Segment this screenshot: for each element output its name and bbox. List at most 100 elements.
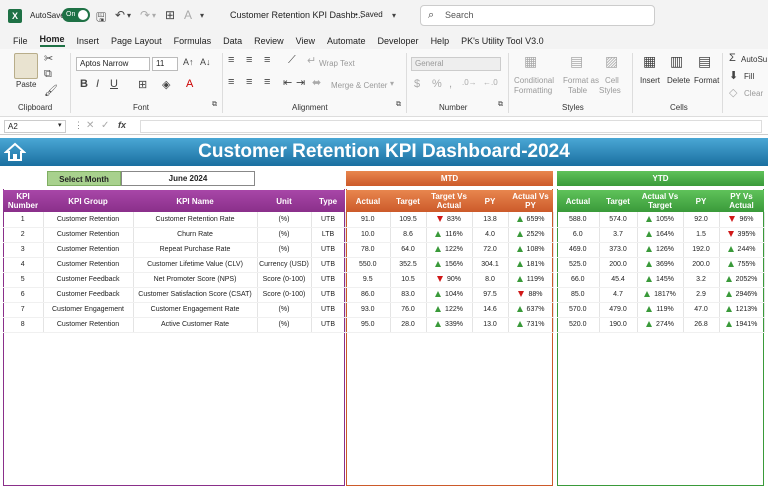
ytd-py-vs-actual-cell[interactable]: 244% [719, 242, 765, 258]
ytd-py-cell[interactable]: 26.8 [683, 317, 720, 333]
unit-cell[interactable]: (%) [257, 302, 312, 318]
mtd-py-cell[interactable]: 13.0 [472, 317, 509, 333]
kpi-name-cell[interactable]: Customer Lifetime Value (CLV) [133, 257, 258, 273]
mtd-target-cell[interactable]: 10.5 [390, 272, 427, 288]
mtd-actual-vs-py-cell[interactable]: 637% [508, 302, 554, 318]
cancel-icon[interactable]: ✕ [86, 120, 95, 131]
conditional-formatting-button[interactable]: Conditional [514, 76, 555, 85]
percent-format-icon[interactable]: % [432, 78, 442, 90]
tab-help[interactable]: Help [430, 35, 450, 46]
kpi-name-cell[interactable]: Customer Satisfaction Score (CSAT) [133, 287, 258, 303]
kpi-name-cell[interactable]: Net Promoter Score (NPS) [133, 272, 258, 288]
ytd-target-cell[interactable]: 373.0 [599, 242, 638, 258]
ytd-py-vs-actual-cell[interactable]: 2946% [719, 287, 765, 303]
ytd-actual-cell[interactable]: 66.0 [557, 272, 600, 288]
tab-insert[interactable]: Insert [76, 35, 100, 46]
number-dialog-launcher-icon[interactable]: ⧉ [498, 101, 503, 108]
increase-font-icon[interactable]: A↑ [183, 57, 194, 67]
cell-styles-button-line2[interactable]: Styles [599, 86, 621, 95]
kpi-group-cell[interactable]: Customer Retention [43, 257, 134, 273]
tab-formulas[interactable]: Formulas [173, 35, 212, 46]
font-dialog-launcher-icon[interactable]: ⧉ [212, 101, 217, 108]
delete-cells-button[interactable]: Delete [667, 76, 691, 85]
mtd-actual-vs-py-cell[interactable]: 181% [508, 257, 554, 273]
copy-icon[interactable]: ⧉ [44, 68, 52, 80]
unit-cell[interactable]: (%) [257, 227, 312, 243]
undo-dropdown-icon[interactable]: ▾ [127, 11, 132, 20]
ytd-actual-vs-target-cell[interactable]: 145% [637, 272, 684, 288]
insert-function-icon[interactable]: fx [118, 120, 127, 130]
ytd-py-cell[interactable]: 1.5 [683, 227, 720, 243]
increase-indent-icon[interactable]: ⇥ [296, 77, 306, 89]
kpi-name-cell[interactable]: Repeat Purchase Rate [133, 242, 258, 258]
ytd-actual-vs-target-cell[interactable]: 274% [637, 317, 684, 333]
unit-cell[interactable]: Score (0-100) [257, 287, 312, 303]
mtd-actual-cell[interactable]: 93.0 [346, 302, 391, 318]
mtd-target-vs-actual-cell[interactable]: 339% [426, 317, 473, 333]
align-top-icon[interactable]: ≡ [228, 54, 235, 66]
mtd-py-cell[interactable]: 8.0 [472, 272, 509, 288]
ytd-target-cell[interactable]: 574.0 [599, 212, 638, 228]
ytd-py-vs-actual-cell[interactable]: 2052% [719, 272, 765, 288]
mtd-actual-cell[interactable]: 78.0 [346, 242, 391, 258]
ytd-actual-vs-target-cell[interactable]: 369% [637, 257, 684, 273]
decrease-font-icon[interactable]: A↓ [200, 57, 211, 67]
merge-dropdown-icon[interactable]: ▾ [390, 79, 395, 88]
mtd-target-vs-actual-cell[interactable]: 156% [426, 257, 473, 273]
paste-icon[interactable] [14, 53, 38, 79]
bold-icon[interactable]: B [80, 78, 88, 90]
kpi-name-cell[interactable]: Customer Retention Rate [133, 212, 258, 228]
mtd-actual-vs-py-cell[interactable]: 731% [508, 317, 554, 333]
redo-icon[interactable]: ↷ [140, 8, 151, 22]
fill-button[interactable]: Fill [744, 72, 755, 81]
underline-icon[interactable]: U [110, 78, 118, 90]
mtd-actual-vs-py-cell[interactable]: 659% [508, 212, 554, 228]
conditional-formatting-button-line2[interactable]: Formatting [514, 86, 553, 95]
home-icon[interactable] [4, 142, 26, 162]
ytd-actual-cell[interactable]: 85.0 [557, 287, 600, 303]
mtd-target-vs-actual-cell[interactable]: 116% [426, 227, 473, 243]
italic-icon[interactable]: I [96, 78, 100, 90]
undo-icon[interactable]: ↶ [115, 8, 126, 22]
mtd-actual-cell[interactable]: 86.0 [346, 287, 391, 303]
ytd-py-cell[interactable]: 92.0 [683, 212, 720, 228]
tab-view[interactable]: View [295, 35, 315, 46]
mtd-py-cell[interactable]: 72.0 [472, 242, 509, 258]
ytd-py-cell[interactable]: 2.9 [683, 287, 720, 303]
ytd-actual-vs-target-cell[interactable]: 126% [637, 242, 684, 258]
redo-dropdown-icon[interactable]: ▾ [152, 11, 157, 20]
unit-cell[interactable]: Currency (USD) [257, 257, 312, 273]
ytd-actual-vs-target-cell[interactable]: 105% [637, 212, 684, 228]
align-middle-icon[interactable]: ≡ [246, 54, 253, 66]
mtd-target-cell[interactable]: 83.0 [390, 287, 427, 303]
ytd-py-vs-actual-cell[interactable]: 1941% [719, 317, 765, 333]
clear-button[interactable]: Clear [744, 89, 764, 98]
ytd-actual-cell[interactable]: 469.0 [557, 242, 600, 258]
type-cell[interactable]: UTB [311, 287, 346, 303]
wrap-text-button[interactable]: Wrap Text [319, 59, 355, 68]
format-cells-button[interactable]: Format [694, 76, 720, 85]
mtd-py-cell[interactable]: 4.0 [472, 227, 509, 243]
kpi-group-cell[interactable]: Customer Retention [43, 317, 134, 333]
mtd-py-cell[interactable]: 304.1 [472, 257, 509, 273]
font-size-select[interactable]: 11 [152, 57, 178, 71]
mtd-target-cell[interactable]: 28.0 [390, 317, 427, 333]
ytd-py-vs-actual-cell[interactable]: 395% [719, 227, 765, 243]
type-cell[interactable]: UTB [311, 242, 346, 258]
currency-format-icon[interactable]: $ [414, 78, 421, 90]
number-format-select[interactable]: General [411, 57, 501, 71]
mtd-py-cell[interactable]: 14.6 [472, 302, 509, 318]
name-box-dropdown-icon[interactable]: ▾ [58, 122, 62, 129]
mtd-actual-vs-py-cell[interactable]: 119% [508, 272, 554, 288]
format-as-table-button[interactable]: Format as [563, 76, 600, 85]
type-cell[interactable]: UTB [311, 302, 346, 318]
month-select[interactable]: June 2024 [121, 171, 255, 186]
mtd-actual-vs-py-cell[interactable]: 252% [508, 227, 554, 243]
ytd-py-cell[interactable]: 192.0 [683, 242, 720, 258]
format-painter-icon[interactable]: 🖌 [44, 85, 58, 97]
ytd-actual-cell[interactable]: 6.0 [557, 227, 600, 243]
increase-decimal-icon[interactable]: .0→ [462, 78, 477, 87]
mtd-actual-cell[interactable]: 95.0 [346, 317, 391, 333]
fill-color-icon[interactable]: ◈ [162, 79, 171, 91]
ytd-py-cell[interactable]: 3.2 [683, 272, 720, 288]
